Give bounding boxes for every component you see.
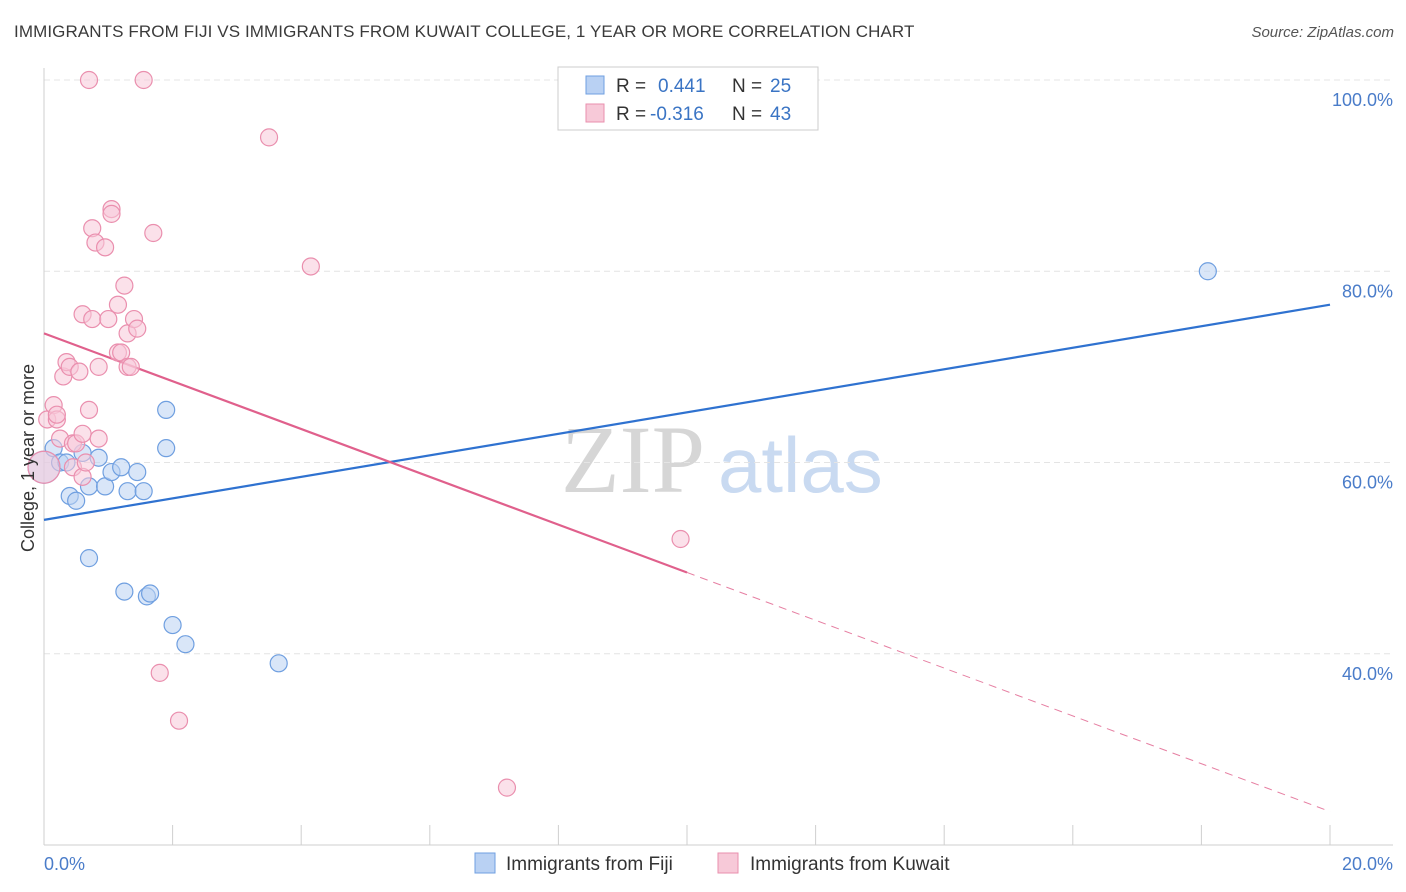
point-fiji-17 <box>79 549 99 568</box>
point-kuwait-33 <box>121 357 140 376</box>
point-kuwait-40 <box>301 257 320 276</box>
point-fiji-18 <box>115 582 134 601</box>
correlation-legend: R = 0.441 N = 25 R = -0.316 N = 43 <box>557 66 819 131</box>
x-tick-label-min: 0.0% <box>44 854 85 874</box>
point-fiji-12 <box>118 482 137 501</box>
point-fiji-11 <box>112 458 131 477</box>
trend-line-fiji <box>43 303 1331 521</box>
point-kuwait-24 <box>99 309 118 329</box>
point-kuwait-22 <box>89 357 108 376</box>
point-fiji-5 <box>67 491 86 510</box>
trend-lines <box>43 303 1331 812</box>
point-kuwait-42 <box>169 711 189 730</box>
point-kuwait-30 <box>115 276 134 295</box>
series-legend-label-kuwait: Immigrants from Kuwait <box>750 854 950 875</box>
point-fiji-13 <box>128 462 147 482</box>
point-kuwait-13 <box>73 424 92 443</box>
point-kuwait-26 <box>102 204 121 223</box>
y-tick-label-100: 100.0% <box>1332 90 1393 110</box>
series-legend: Immigrants from Fiji Immigrants from Kuw… <box>474 852 950 875</box>
point-kuwait-28 <box>108 295 128 314</box>
legend-swatch-fiji <box>585 75 605 95</box>
legend-swatch-kuwait <box>585 103 605 123</box>
series-legend-label-fiji: Immigrants from Fiji <box>506 854 673 875</box>
point-fiji-15 <box>157 439 176 458</box>
point-fiji-23 <box>269 654 288 673</box>
point-kuwait-41 <box>150 663 169 682</box>
trend-line-extension-kuwait <box>686 572 1331 812</box>
y-tick-label-60: 60.0% <box>1342 473 1393 493</box>
point-fiji-14 <box>134 482 153 501</box>
point-fiji-22 <box>176 635 195 654</box>
watermark-zip: ZIP <box>561 406 705 513</box>
point-kuwait-4 <box>47 405 66 424</box>
watermark: ZIP atlas <box>561 406 883 513</box>
point-kuwait-44 <box>671 529 690 549</box>
point-kuwait-36 <box>79 70 99 90</box>
legend-n-label-fiji: N = <box>732 76 762 97</box>
y-tick-label-80: 80.0% <box>1342 281 1393 301</box>
point-kuwait-43 <box>497 778 517 797</box>
point-kuwait-21 <box>89 429 108 448</box>
legend-n-value-kuwait: 43 <box>770 104 791 125</box>
data-points <box>27 70 1217 797</box>
y-tick-label-40: 40.0% <box>1342 664 1393 684</box>
point-kuwait-23 <box>95 238 115 257</box>
gridlines <box>44 79 1393 655</box>
trend-line-kuwait <box>43 332 688 574</box>
point-kuwait-0 <box>27 450 61 484</box>
point-fiji-24 <box>1198 262 1217 281</box>
point-kuwait-12 <box>70 362 89 381</box>
point-fiji-21 <box>163 615 182 635</box>
point-kuwait-19 <box>83 309 102 329</box>
point-kuwait-35 <box>128 319 147 338</box>
point-kuwait-39 <box>259 128 279 147</box>
point-kuwait-15 <box>76 453 95 472</box>
point-kuwait-17 <box>79 400 99 420</box>
y-axis-label: College, 1 year or more <box>18 364 38 552</box>
point-fiji-16 <box>157 400 176 420</box>
legend-r-value-kuwait: -0.316 <box>650 104 704 125</box>
legend-n-label-kuwait: N = <box>732 104 762 125</box>
point-fiji-20 <box>140 584 160 603</box>
chart-source: Source: ZipAtlas.com <box>1251 24 1394 41</box>
point-kuwait-37 <box>134 70 153 90</box>
legend-r-label-fiji: R = <box>616 76 646 97</box>
series-legend-swatch-fiji <box>474 852 496 874</box>
legend-n-value-fiji: 25 <box>770 76 791 97</box>
legend-r-value-fiji: 0.441 <box>658 76 706 97</box>
watermark-atlas: atlas <box>718 421 883 509</box>
point-kuwait-38 <box>144 223 163 243</box>
legend-r-label-kuwait: R = <box>616 104 646 125</box>
chart-title: IMMIGRANTS FROM FIJI VS IMMIGRANTS FROM … <box>14 22 915 41</box>
x-tick-label-max: 20.0% <box>1342 854 1393 874</box>
series-legend-swatch-kuwait <box>717 852 739 874</box>
y-tick-labels: 40.0% 60.0% 80.0% 100.0% <box>1332 90 1393 684</box>
